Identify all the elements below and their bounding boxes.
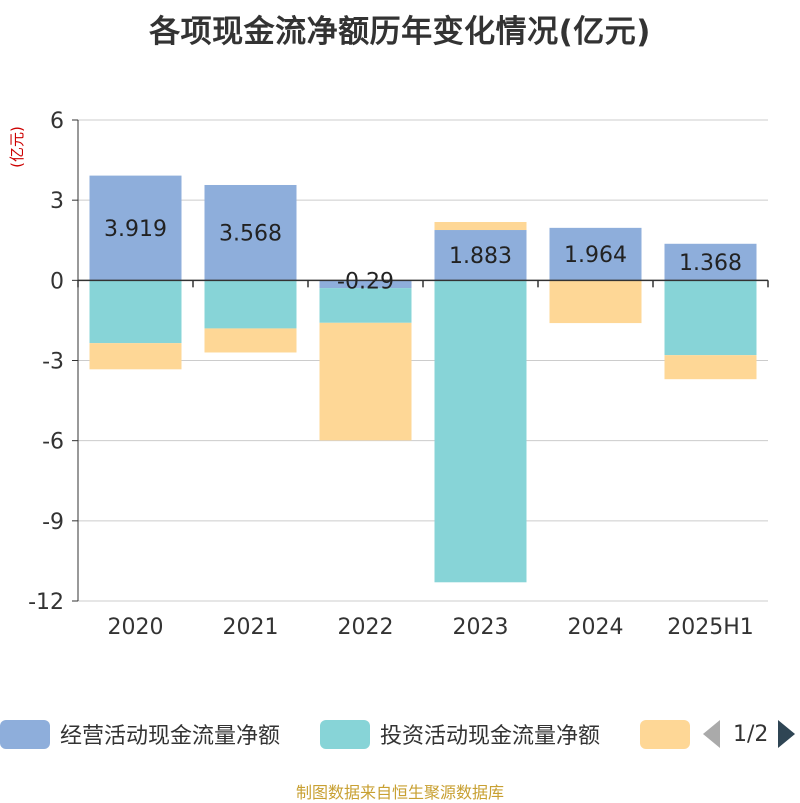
x-tick-label: 2025H1 <box>667 615 754 640</box>
bar-s0-2020[interactable] <box>89 175 182 281</box>
bar-s0-2021[interactable] <box>204 184 297 281</box>
x-tick-label: 2023 <box>453 615 509 640</box>
bar-s2-2022[interactable] <box>319 322 412 441</box>
y-tick-label: 0 <box>50 269 64 294</box>
data-label: 3.568 <box>219 222 282 247</box>
bar-s0-2025H1[interactable] <box>664 243 757 281</box>
data-label: 1.883 <box>449 244 512 269</box>
bar-s1-2021[interactable] <box>204 280 297 329</box>
legend-pager: 1/2 <box>700 716 800 752</box>
legend-swatch-investing <box>320 719 370 749</box>
y-tick-label: -12 <box>28 590 64 615</box>
legend-label-investing: 投资活动现金流量净额 <box>380 724 601 749</box>
source-note: 制图数据来自恒生聚源数据库 <box>295 783 504 802</box>
y-axis-label: (亿元) <box>8 126 26 168</box>
bar-s1-2022[interactable] <box>319 288 412 323</box>
bar-s0-2022[interactable] <box>319 280 412 289</box>
legend-item-financing[interactable] <box>640 716 690 752</box>
legend-page-indicator: 1/2 <box>733 721 769 747</box>
legend: 经营活动现金流量净额 投资活动现金流量净额 <box>0 716 800 752</box>
bar-s2-2020[interactable] <box>89 343 182 370</box>
x-tick-label: 2021 <box>223 615 279 640</box>
data-label: 1.964 <box>564 243 627 268</box>
y-tick-label: 6 <box>50 109 64 134</box>
bar-s1-2025H1[interactable] <box>664 280 757 356</box>
bar-s2-2023[interactable] <box>434 221 527 231</box>
legend-swatch-financing <box>640 719 690 749</box>
bar-s0-2023[interactable] <box>434 230 527 281</box>
x-tick-label: 2024 <box>568 615 624 640</box>
bar-s2-2021[interactable] <box>204 328 297 353</box>
y-tick-label: -3 <box>42 350 64 375</box>
bar-s1-2020[interactable] <box>89 280 182 344</box>
bar-s2-2024[interactable] <box>549 280 642 324</box>
bar-s2-2025H1[interactable] <box>664 355 757 380</box>
y-tick-label: 3 <box>50 189 64 214</box>
data-label: 3.919 <box>104 217 167 242</box>
y-tick-label: -6 <box>42 430 64 455</box>
legend-item-investing[interactable]: 投资活动现金流量净额 <box>320 716 600 752</box>
data-label: 1.368 <box>679 251 742 276</box>
chart-title: 各项现金流净额历年变化情况(亿元) <box>149 14 651 50</box>
x-tick-label: 2020 <box>108 615 164 640</box>
x-tick-label: 2022 <box>338 615 394 640</box>
bar-s1-2023[interactable] <box>434 280 527 583</box>
legend-label-operating: 经营活动现金流量净额 <box>60 724 281 749</box>
legend-swatch-operating <box>0 719 50 749</box>
bar-s0-2024[interactable] <box>549 227 642 281</box>
data-label: -0.29 <box>337 269 394 294</box>
legend-item-operating[interactable]: 经营活动现金流量净额 <box>0 716 280 752</box>
chevron-left-icon[interactable] <box>703 720 720 748</box>
chevron-right-icon[interactable] <box>778 720 796 748</box>
y-tick-label: -9 <box>42 510 64 535</box>
